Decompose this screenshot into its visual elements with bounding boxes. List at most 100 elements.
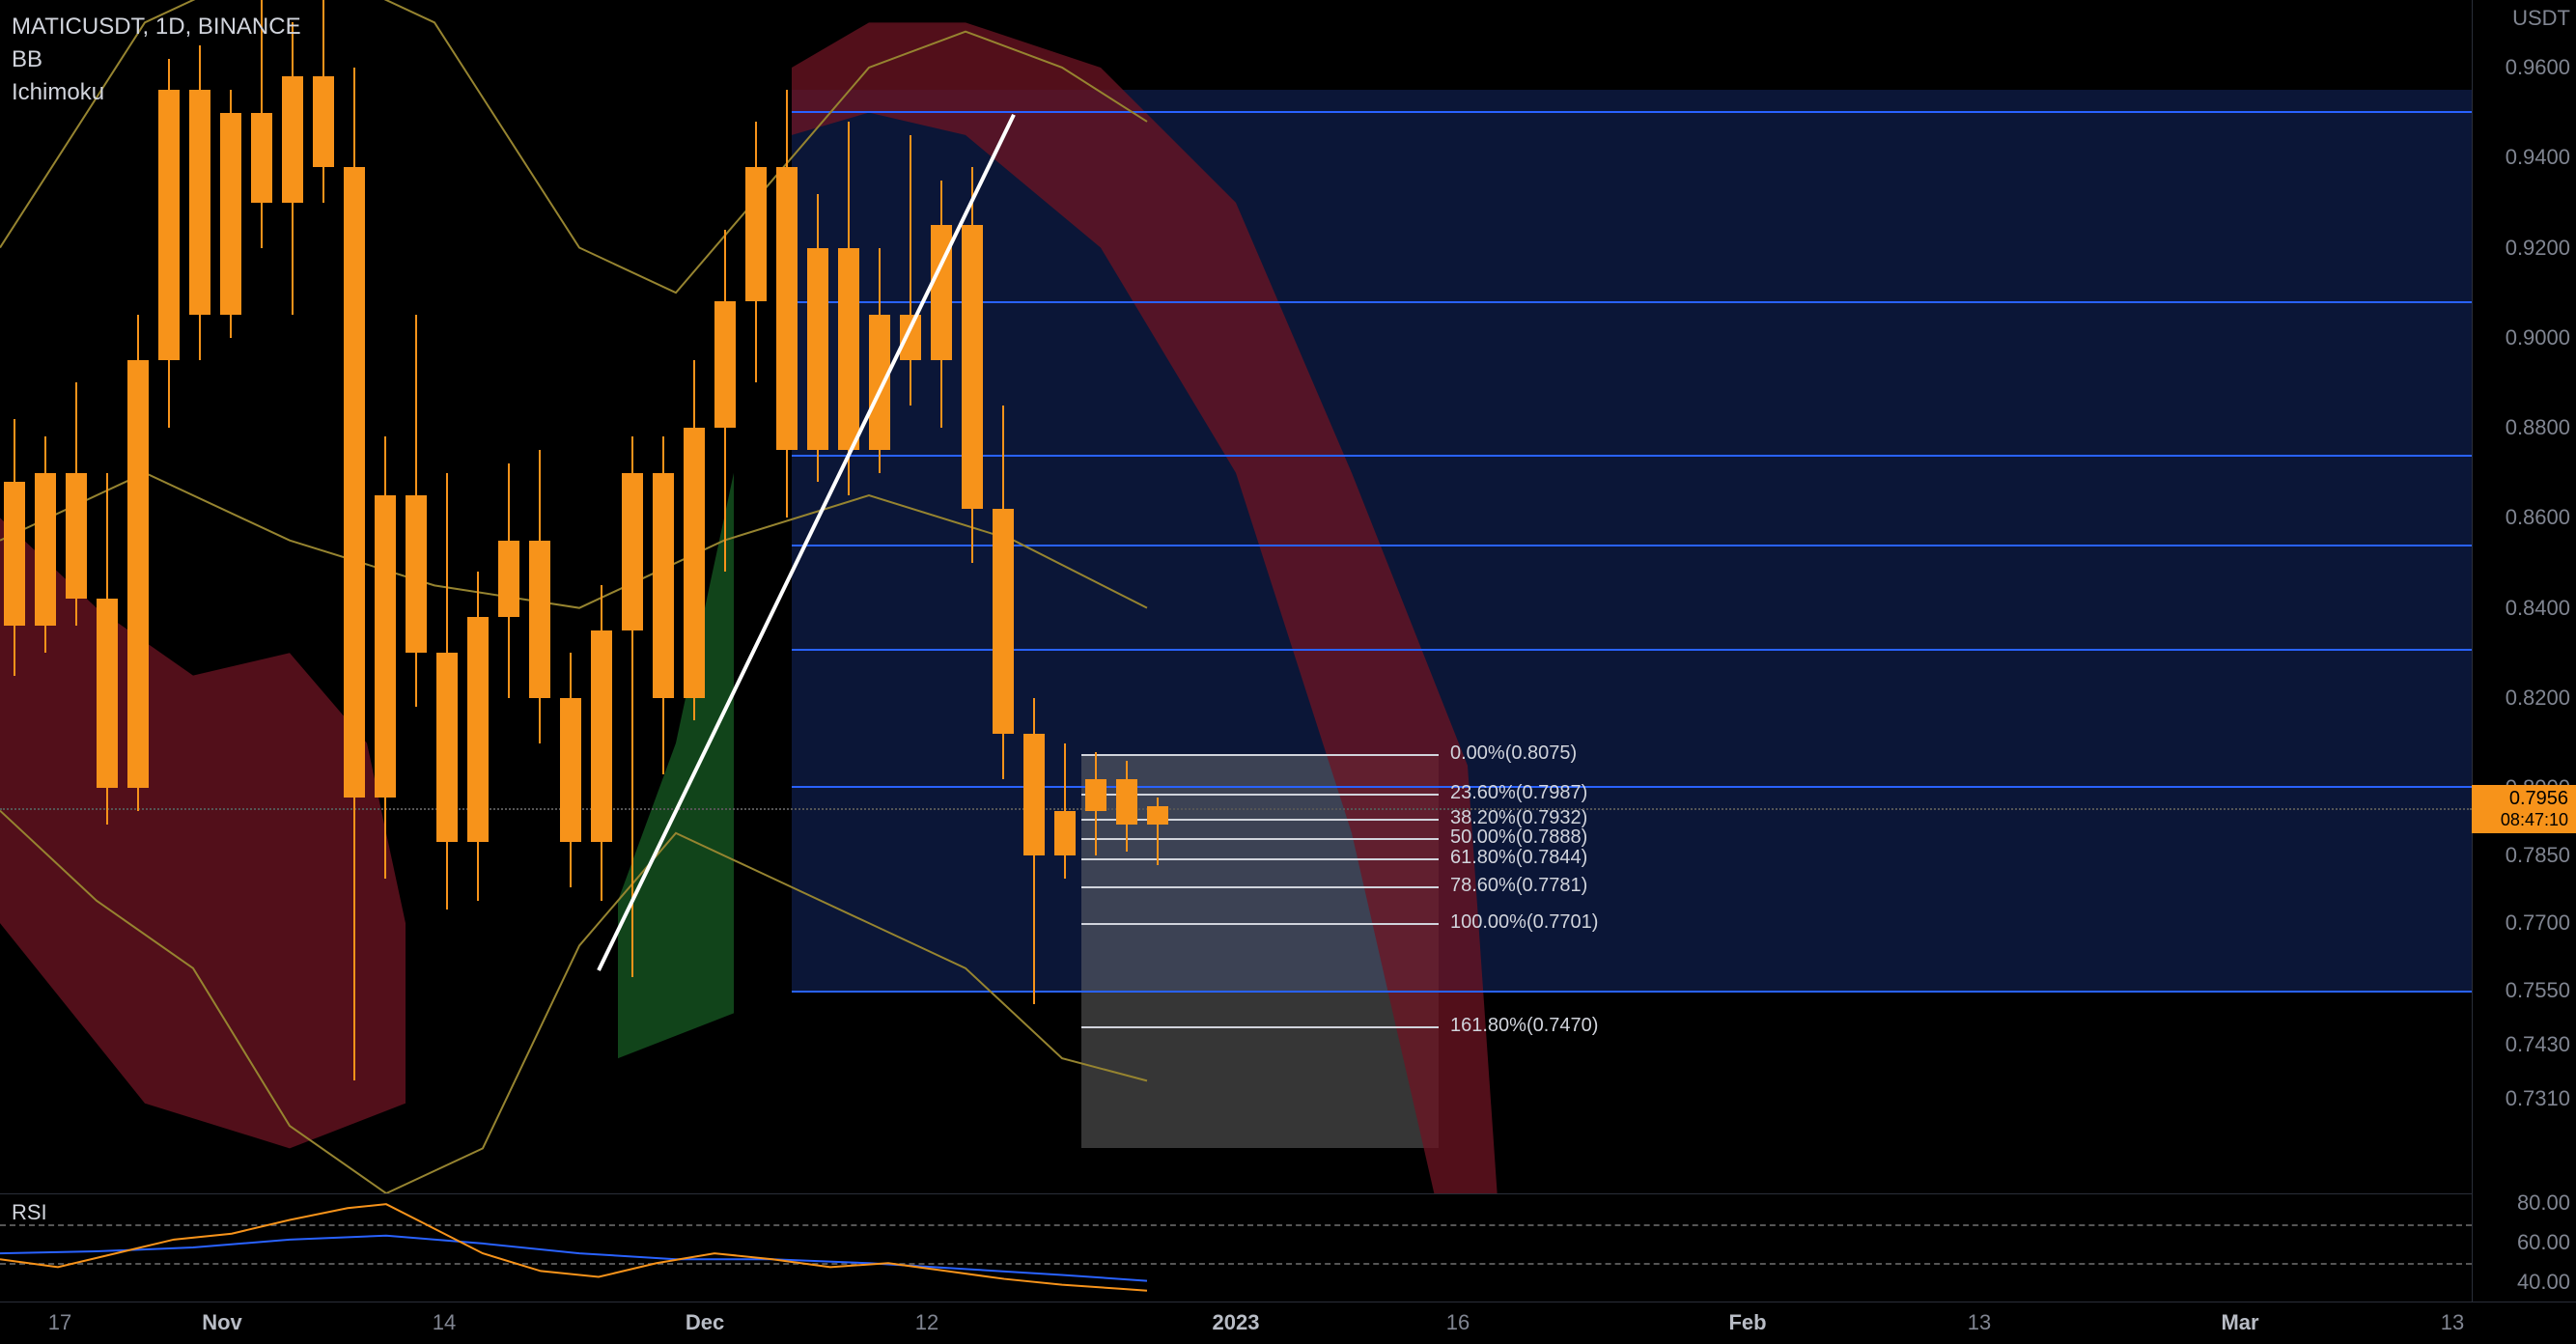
horizontal-level-line[interactable]	[792, 455, 2472, 457]
x-axis-tick: 13	[1968, 1310, 1991, 1335]
x-axis-tick: 13	[2441, 1310, 2464, 1335]
candle-body[interactable]	[776, 167, 798, 451]
x-axis-tick: 14	[433, 1310, 456, 1335]
candle-body[interactable]	[498, 541, 519, 617]
x-axis-tick: Dec	[686, 1310, 724, 1335]
fib-level-label: 61.80%(0.7844)	[1450, 847, 1587, 869]
y-axis-tick: 0.7430	[2506, 1032, 2570, 1057]
candle-body[interactable]	[251, 113, 272, 203]
symbol-label: MATICUSDT, 1D, BINANCE	[12, 14, 301, 41]
rsi-label: RSI	[12, 1200, 47, 1225]
candle-body[interactable]	[220, 113, 241, 316]
x-axis-tick: 16	[1446, 1310, 1470, 1335]
candle-body[interactable]	[838, 248, 859, 451]
chart-header: MATICUSDT, 1D, BINANCE BB Ichimoku	[12, 14, 301, 112]
x-axis-tick: Nov	[202, 1310, 242, 1335]
fib-level-line[interactable]	[1081, 1026, 1439, 1028]
candle-body[interactable]	[1023, 734, 1045, 855]
indicator-bb-label: BB	[12, 46, 301, 73]
indicator-ichimoku-label: Ichimoku	[12, 79, 301, 106]
rsi-y-tick: 40.00	[2517, 1270, 2570, 1295]
countdown-timer: 08:47:10	[2479, 810, 2568, 830]
fib-level-label: 161.80%(0.7470)	[1450, 1015, 1598, 1037]
horizontal-level-line[interactable]	[792, 111, 2472, 113]
candle-body[interactable]	[962, 225, 983, 509]
horizontal-level-line[interactable]	[792, 649, 2472, 651]
candle-body[interactable]	[560, 698, 581, 842]
candle-body[interactable]	[66, 473, 87, 600]
candle-body[interactable]	[529, 541, 550, 698]
candle-body[interactable]	[189, 90, 210, 315]
candle-body[interactable]	[158, 90, 180, 360]
candle-body[interactable]	[344, 167, 365, 798]
candle-body[interactable]	[375, 495, 396, 797]
candle-body[interactable]	[807, 248, 828, 451]
rsi-panel[interactable]: RSI	[0, 1193, 2472, 1302]
candle-body[interactable]	[684, 428, 705, 698]
y-axis-tick: 0.7310	[2506, 1086, 2570, 1111]
candle-body[interactable]	[35, 473, 56, 627]
y-axis-tick: 0.9000	[2506, 325, 2570, 350]
y-axis-tick: 0.9600	[2506, 55, 2570, 80]
y-axis-tick: 0.8800	[2506, 415, 2570, 440]
candle-body[interactable]	[436, 653, 458, 842]
fib-level-label: 23.60%(0.7987)	[1450, 782, 1587, 804]
y-axis-tick: 0.9400	[2506, 145, 2570, 170]
candle-body[interactable]	[622, 473, 643, 630]
candle-body[interactable]	[97, 599, 118, 788]
rsi-line_orange	[0, 1204, 1147, 1291]
y-axis-tick: 0.7700	[2506, 910, 2570, 936]
horizontal-level-line[interactable]	[792, 991, 2472, 993]
y-axis-tick: 0.7550	[2506, 978, 2570, 1003]
candle-wick	[910, 135, 911, 406]
candle-body[interactable]	[406, 495, 427, 653]
y-axis-tick: 0.8400	[2506, 596, 2570, 621]
fib-level-line[interactable]	[1081, 754, 1439, 756]
current-price-tag: 0.7956 08:47:10	[2472, 785, 2576, 833]
horizontal-level-line[interactable]	[792, 545, 2472, 546]
x-axis: 17Nov14Dec12202316Feb13Mar13	[0, 1302, 2576, 1344]
price-zone-rect	[792, 90, 2472, 991]
candle-body[interactable]	[1085, 779, 1106, 811]
y-axis-rsi: 80.0060.0040.00	[2472, 1193, 2576, 1302]
y-axis-tick: 0.8200	[2506, 686, 2570, 711]
candle-body[interactable]	[745, 167, 767, 302]
horizontal-level-line[interactable]	[792, 301, 2472, 303]
fib-level-line[interactable]	[1081, 923, 1439, 925]
price-value: 0.7956	[2479, 788, 2568, 810]
x-axis-tick: 2023	[1213, 1310, 1260, 1335]
fib-level-line[interactable]	[1081, 838, 1439, 840]
rsi-level-line	[0, 1224, 2472, 1226]
candle-body[interactable]	[1147, 806, 1168, 825]
candle-body[interactable]	[591, 630, 612, 842]
rsi-plot-area[interactable]	[0, 1194, 2472, 1302]
fib-level-line[interactable]	[1081, 886, 1439, 888]
fib-level-line[interactable]	[1081, 858, 1439, 860]
fib-level-label: 78.60%(0.7781)	[1450, 875, 1587, 897]
candle-body[interactable]	[127, 360, 149, 788]
x-axis-tick: Feb	[1728, 1310, 1766, 1335]
x-axis-tick: Mar	[2221, 1310, 2258, 1335]
chart-container: MATICUSDT, 1D, BINANCE BB Ichimoku 0.00%…	[0, 0, 2576, 1344]
x-axis-tick: 12	[915, 1310, 938, 1335]
candle-body[interactable]	[714, 301, 736, 428]
y-axis-tick: 0.9200	[2506, 236, 2570, 261]
main-plot-area[interactable]: 0.00%(0.8075)23.60%(0.7987)38.20%(0.7932…	[0, 0, 2472, 1193]
candle-body[interactable]	[653, 473, 674, 698]
candle-body[interactable]	[467, 617, 489, 842]
candle-body[interactable]	[869, 315, 890, 450]
rsi-y-tick: 60.00	[2517, 1230, 2570, 1255]
current-price-line	[0, 808, 2472, 810]
y-axis-tick: 0.7850	[2506, 843, 2570, 868]
candle-body[interactable]	[1054, 811, 1076, 856]
y-axis-tick: 0.8600	[2506, 505, 2570, 530]
rsi-line_blue	[0, 1236, 1147, 1281]
main-chart[interactable]: MATICUSDT, 1D, BINANCE BB Ichimoku 0.00%…	[0, 0, 2472, 1193]
candle-body[interactable]	[1116, 779, 1137, 825]
fib-level-label: 0.00%(0.8075)	[1450, 742, 1577, 765]
candle-body[interactable]	[313, 76, 334, 166]
y-axis-title: USDT	[2512, 6, 2570, 31]
candle-body[interactable]	[4, 482, 25, 626]
fib-level-label: 100.00%(0.7701)	[1450, 911, 1598, 934]
candle-body[interactable]	[993, 509, 1014, 734]
